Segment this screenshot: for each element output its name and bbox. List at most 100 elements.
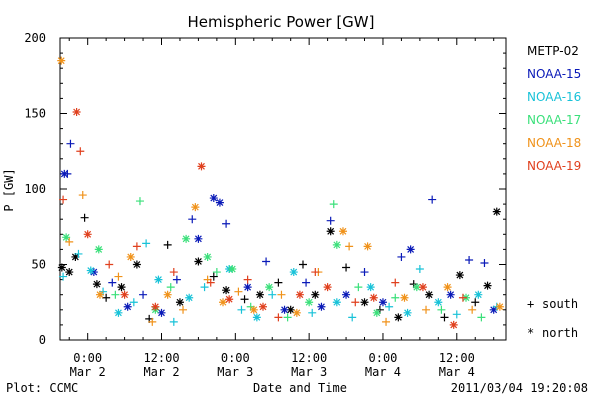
north-marker: [83, 230, 92, 239]
x-tick-label-time: 12:00: [143, 351, 179, 365]
north-marker: [360, 298, 369, 307]
legend-entry: NOAA-17: [527, 113, 581, 127]
north-marker: [332, 240, 341, 249]
north-marker: [338, 227, 347, 236]
north-marker: [378, 298, 387, 307]
north-marker: [89, 268, 98, 277]
north-marker: [400, 293, 409, 302]
south-marker: [415, 265, 424, 274]
north-marker: [71, 252, 80, 261]
north-marker: [65, 268, 74, 277]
north-marker: [286, 305, 295, 314]
south-marker: [114, 272, 123, 281]
south-marker: [342, 263, 351, 272]
south-marker: [382, 317, 391, 326]
legend-entry: NOAA-18: [527, 136, 581, 150]
north-marker: [163, 290, 172, 299]
x-tick-label-time: 0:00: [369, 351, 398, 365]
north-marker: [252, 313, 261, 322]
north-marker: [197, 162, 206, 171]
south-marker: [148, 317, 157, 326]
north-marker: [255, 290, 264, 299]
south-marker: [345, 242, 354, 251]
north-marker: [219, 298, 228, 307]
north-marker: [72, 107, 81, 116]
south-marker: [66, 139, 75, 148]
south-marker: [480, 258, 489, 267]
south-marker: [200, 283, 209, 292]
legend-entry: NOAA-19: [527, 159, 581, 173]
south-marker: [169, 268, 178, 277]
plot-credit: Plot: CCMC: [6, 381, 79, 395]
south-marker: [139, 290, 148, 299]
south-marker: [59, 195, 68, 204]
south-marker: [188, 215, 197, 224]
south-marker: [311, 268, 320, 277]
north-marker: [182, 234, 191, 243]
north-marker: [455, 271, 464, 280]
north-marker: [305, 298, 314, 307]
north-marker: [449, 320, 458, 329]
north-marker: [295, 290, 304, 299]
north-marker: [474, 290, 483, 299]
south-marker: [243, 275, 252, 284]
legend: METP-02 NOAA-15 NOAA-16 NOAA-17 NOAA-18 NOAA-…: [527, 44, 581, 173]
south-marker: [240, 295, 249, 304]
north-marker: [157, 308, 166, 317]
north-marker: [369, 293, 378, 302]
south-marker: [385, 302, 394, 311]
y-tick-label: 100: [24, 182, 46, 196]
north-marker: [443, 283, 452, 292]
south-marker: [391, 278, 400, 287]
south-marker: [212, 268, 221, 277]
south-marker: [354, 283, 363, 292]
x-tick-label-date: Mar 2: [143, 365, 179, 379]
south-marker: [76, 147, 85, 156]
south-marker: [80, 213, 89, 222]
south-marker: [222, 219, 231, 228]
south-marker: [169, 317, 178, 326]
south-marker: [78, 191, 87, 200]
north-marker: [372, 308, 381, 317]
south-marker: [237, 305, 246, 314]
north-marker: [175, 298, 184, 307]
north-marker: [62, 233, 71, 242]
south-marker: [206, 278, 215, 287]
plot-timestamp: 2011/03/04 19:20:08: [450, 381, 588, 395]
north-marker: [434, 298, 443, 307]
south-marker: [422, 305, 431, 314]
south-marker: [437, 305, 446, 314]
south-marker: [428, 195, 437, 204]
plus-marker-symbol: +: [527, 297, 534, 311]
south-marker: [391, 293, 400, 302]
south-marker: [102, 293, 111, 302]
north-marker: [483, 281, 492, 290]
x-tick-label-time: 0:00: [221, 351, 250, 365]
south-marker: [274, 278, 283, 287]
north-marker: [114, 308, 123, 317]
north-marker: [154, 275, 163, 284]
north-marker: [446, 290, 455, 299]
north-marker: [151, 302, 160, 311]
north-marker: [280, 305, 289, 314]
south-marker: [59, 272, 68, 281]
x-tick-label-date: Mar 4: [365, 365, 401, 379]
south-marker: [452, 310, 461, 319]
north-marker: [123, 302, 132, 311]
north-marker: [57, 56, 66, 65]
south-marker: [63, 169, 72, 178]
south-marker: [468, 305, 477, 314]
south-marker: [308, 308, 317, 317]
north-marker: [126, 252, 135, 261]
x-tick-label-time: 12:00: [291, 351, 327, 365]
south-marker: [283, 313, 292, 322]
legend-entry: NOAA-15: [527, 67, 581, 81]
data-points: [57, 56, 504, 329]
south-marker: [458, 293, 467, 302]
south-marker: [111, 290, 120, 299]
asterisk-marker-symbol: *: [527, 326, 534, 340]
south-marker: [440, 313, 449, 322]
x-tick-label-date: Mar 3: [217, 365, 253, 379]
south-marker: [326, 216, 335, 225]
north-marker: [117, 283, 126, 292]
